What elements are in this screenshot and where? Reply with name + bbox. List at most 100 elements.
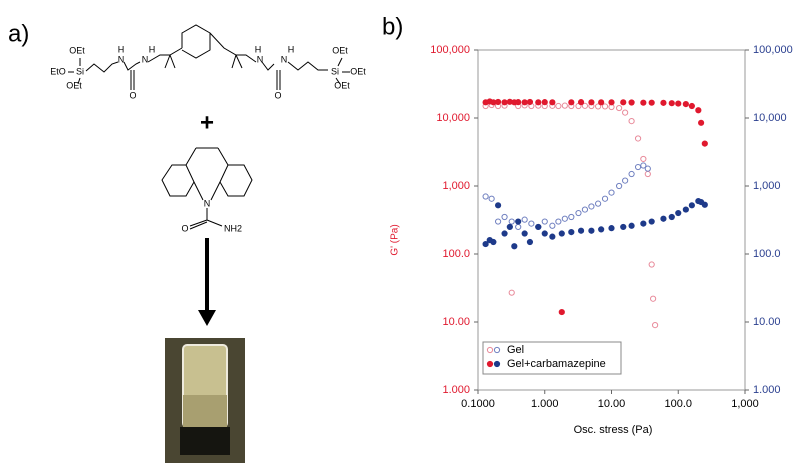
data-point [648,218,655,225]
atom-label: O [274,90,281,100]
data-point [506,223,513,231]
atom-label: H [255,44,262,54]
x-axis-label: Osc. stress (Pa) [574,424,653,436]
data-point [640,220,647,227]
data-point [634,163,642,171]
data-point [482,240,489,248]
y2-tick-label: 1,000 [753,180,781,192]
data-point [648,99,655,106]
data-point [668,100,675,107]
data-point [568,213,575,221]
data-point [588,99,595,106]
data-point [620,99,627,106]
data-point [515,99,522,106]
panel-label: b) [382,13,403,40]
atom-label: H [149,44,156,54]
data-point [608,189,615,196]
data-point [622,177,629,184]
data-point [648,261,655,268]
data-point [616,182,623,190]
y-tick-label: 10.00 [442,316,470,328]
data-point [521,230,528,237]
data-point [555,218,562,225]
data-point [577,227,585,234]
data-point [526,238,534,246]
data-point [608,225,615,232]
data-point [660,215,667,222]
data-point [508,289,515,296]
data-point [568,228,575,236]
data-point [598,99,605,106]
y-tick-label: 1,000 [442,180,470,192]
data-point [558,230,565,237]
data-point [501,99,508,106]
data-point [535,223,542,231]
legend-marker [493,346,501,354]
x-tick-label: 1,000 [731,398,759,410]
data-point [549,99,556,106]
atom-label: N [118,54,125,64]
data-point [701,140,708,147]
data-point [622,109,629,116]
data-point [515,223,522,231]
data-point [628,118,635,125]
legend-marker [486,360,494,368]
data-point [628,170,635,178]
x-tick-label: 100.0 [664,398,692,410]
data-point [508,218,515,225]
data-point [628,99,635,106]
atom-label: OEt [69,45,85,55]
data-point [577,99,585,106]
data-point [688,102,695,110]
data-point [490,238,497,246]
data-point [515,218,522,225]
data-point [501,213,508,221]
data-point [595,200,602,207]
data-point [555,102,562,110]
atom-label: N [257,54,264,64]
atom-label: NH2 [224,223,242,233]
atom-label: H [288,44,295,54]
data-point [644,165,651,172]
y2-tick-label: 100.0 [753,248,781,260]
atom-label: OEt [350,66,366,76]
data-point [695,107,702,114]
data-point [660,99,667,106]
data-point [521,216,528,223]
data-point [682,206,689,213]
atom-label: OEt [332,45,348,55]
data-point [701,201,708,208]
reagent-structure: OEt EtO Si OEt H N O N H H N O N H Si OE… [50,24,366,100]
data-point [558,308,565,316]
data-point [682,101,689,108]
atom-label: Si [331,66,339,76]
atom-label: O [129,90,136,100]
data-point [588,227,595,234]
data-point [640,155,647,163]
atom-label: OEt [66,80,82,90]
legend-box [482,341,622,375]
y-tick-label: 100,000 [430,44,470,56]
data-point [616,104,623,112]
atom-label: N [204,198,211,208]
x-tick-label: 1.000 [531,398,559,410]
y-tick-label: 1.000 [442,384,470,396]
legend-label: Gel+carbamazepine [507,358,606,370]
data-point [482,193,489,200]
data-point [535,99,542,106]
atom-label: Si [76,66,84,76]
data-point [494,98,502,106]
atom-label: EtO [50,66,66,76]
y-tick-label: 10,000 [436,112,470,124]
atom-label: N [142,54,149,64]
data-point [488,195,495,202]
data-point [652,322,659,329]
data-point [628,222,635,229]
data-point [541,99,548,106]
y-tick-label: 100.0 [442,248,470,260]
data-point [561,102,568,109]
gel-photo [165,338,245,463]
y2-tick-label: 100,000 [753,44,793,56]
y2-tick-label: 10,000 [753,112,787,124]
data-point [561,215,568,222]
